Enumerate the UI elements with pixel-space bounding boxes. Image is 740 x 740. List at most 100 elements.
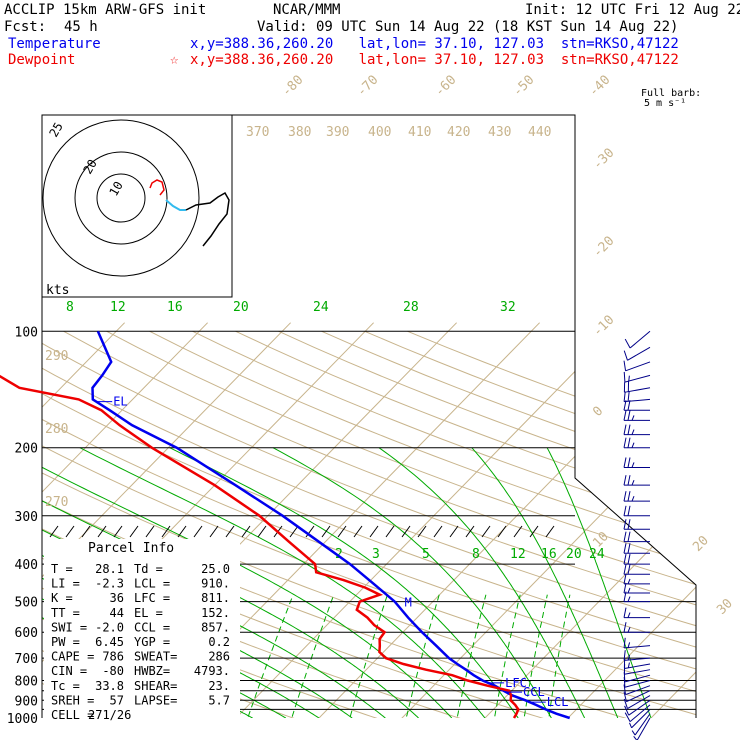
parcel-key: LAPSE= (134, 693, 177, 707)
isobar-tick (369, 525, 379, 538)
barb-flag (627, 642, 631, 648)
barb-flag (627, 662, 630, 668)
dewpoint-legend: Dewpoint (8, 52, 76, 68)
barb-flag (627, 391, 630, 402)
isobar-tick (337, 525, 347, 538)
pressure-label-900: 900 (15, 694, 38, 709)
barb-flag (623, 607, 627, 618)
isotherm-label: -20 (590, 234, 617, 261)
barb-staff (625, 361, 651, 372)
isobar-tick (449, 525, 459, 538)
hodograph-ring (74, 151, 168, 245)
barb-staff (624, 669, 651, 675)
theta-e-label: 12 (110, 300, 126, 315)
barb-flag (628, 375, 630, 382)
mixing-ratio-label: 16 (541, 547, 557, 562)
mixing-ratio-label: 8 (472, 547, 480, 562)
theta-label: 380 (288, 125, 311, 140)
barb-flag (623, 684, 627, 695)
mixing-ratio-line (455, 594, 487, 718)
init-time: Init: 12 UTC Fri 12 Aug 22 (525, 2, 740, 18)
barb-flag (623, 391, 626, 402)
pressure-label-500: 500 (15, 596, 38, 611)
parcel-key: Td = (134, 562, 163, 576)
wind-barb (623, 531, 650, 543)
wind-barb (623, 695, 651, 710)
barb-staff (624, 680, 651, 688)
barb-flag (627, 505, 631, 516)
isobar-tick (433, 525, 443, 538)
level-marker-EL: EL (113, 395, 127, 409)
wind-barb (623, 622, 650, 633)
hodograph-ring-label: 20 (80, 157, 99, 177)
parcel-key: Tc = (51, 679, 80, 693)
barb-flag (623, 475, 627, 486)
isobar-tick (465, 525, 475, 538)
wind-barb (623, 371, 651, 383)
parcel-key: YGP = (134, 635, 170, 649)
pressure-label-400: 400 (15, 558, 38, 573)
parcel-key: LFC = (134, 591, 170, 605)
wind-barb (631, 713, 651, 736)
parcel-value: 5.7 (208, 693, 230, 707)
fcst-label: Fcst: (4, 19, 47, 35)
isotherm (393, 322, 696, 718)
parcel-value: 4793. (194, 664, 230, 678)
barb-flag (627, 578, 631, 585)
model-title: ACCLIP 15km ARW-GFS init (4, 2, 207, 18)
wind-barb (623, 410, 650, 421)
hodograph-ring (96, 173, 146, 223)
isobar-tick (401, 525, 411, 538)
dry-adiabat (42, 330, 569, 718)
barb-flag (623, 424, 627, 435)
mixing-ratio-line (492, 594, 521, 718)
wind-barb (623, 650, 651, 661)
isotherm (642, 322, 696, 718)
wind-barb (623, 505, 650, 517)
dry-adiabat (42, 330, 696, 718)
pressure-label-600: 600 (15, 626, 38, 641)
dewpoint-star-icon: ☆ (170, 52, 179, 68)
barb-flag (624, 712, 631, 722)
mixing-ratio-line (547, 594, 571, 718)
parcel-value: 6.45 (95, 635, 124, 649)
parcel-info-panel: Parcel Info T = 28.1 Td = 25.0 LI = -2.3 LCL = 9… (44, 539, 240, 722)
isobar-tick (481, 525, 491, 538)
level-marker-LFC: LFC (505, 676, 527, 690)
barb-flag (624, 338, 631, 349)
parcel-key: LI = (51, 577, 80, 591)
mixing-ratio-line (244, 594, 294, 718)
barb-flag (627, 612, 631, 618)
parcel-key: SREH = (51, 693, 94, 707)
hodograph: kts 25 20 10 (41, 114, 233, 298)
barb-flag (631, 495, 635, 502)
hodograph-units: kts (46, 283, 69, 298)
dry-adiabat (42, 330, 696, 718)
parcel-value: 271/26 (88, 708, 131, 722)
theta-e-label: 16 (167, 300, 183, 315)
hodograph-frame (41, 114, 233, 298)
pressure-label-800: 800 (15, 675, 38, 690)
parcel-value: 786 (102, 650, 124, 664)
parcel-value: 23. (208, 679, 230, 693)
wind-barb (623, 582, 650, 594)
barb-flag (623, 457, 627, 468)
mixing-ratio-line (403, 594, 440, 718)
isobar-tick (97, 525, 107, 538)
mixing-ratio-line (347, 594, 388, 718)
barb-flag (623, 637, 626, 648)
barb-flag (623, 410, 627, 421)
isotherm (559, 322, 696, 718)
barb-flag (627, 457, 631, 468)
pressure-label-200: 200 (15, 442, 38, 457)
hodograph-ring (42, 119, 200, 277)
wind-barb (623, 573, 650, 585)
dry-adiabat (63, 330, 696, 718)
dry-adiabat (192, 330, 696, 718)
isotherm-label: 20 (690, 533, 712, 555)
wind-barb (623, 457, 650, 468)
parcel-value: 44 (110, 606, 124, 620)
barb-flag (629, 722, 633, 728)
barb-flag (623, 437, 627, 448)
